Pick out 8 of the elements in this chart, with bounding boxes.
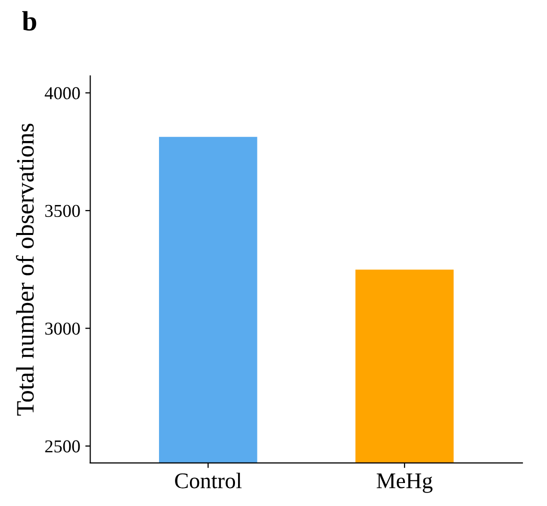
chart-title: b [22, 11, 36, 31]
y-axis-title: Total number of observations [16, 124, 34, 416]
x-tick-label: MeHg [376, 474, 432, 493]
y-tick-label: 3500 [45, 204, 80, 218]
y-tick-label: 2500 [45, 440, 80, 452]
y-tick-label: 4000 [44, 87, 80, 100]
y-tick-label: 3000 [45, 322, 80, 335]
x-tick-label: Control [175, 472, 242, 488]
